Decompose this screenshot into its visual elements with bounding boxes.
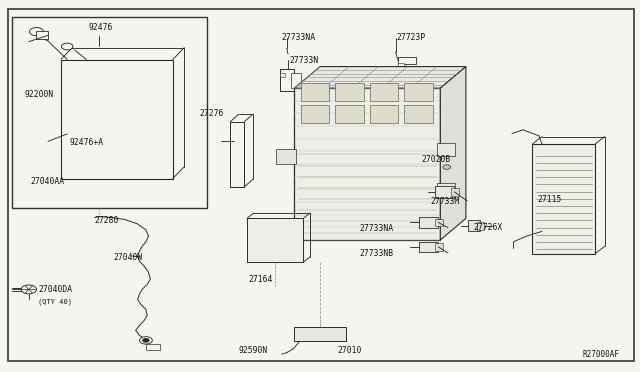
Bar — [247, 218, 303, 262]
Circle shape — [443, 165, 451, 169]
Bar — [435, 243, 443, 251]
Text: 27010: 27010 — [338, 346, 362, 355]
Bar — [291, 73, 301, 88]
Bar — [370, 83, 398, 101]
Circle shape — [21, 285, 36, 294]
Text: 27115: 27115 — [538, 195, 562, 203]
Text: 27276: 27276 — [200, 109, 224, 118]
Bar — [230, 122, 244, 187]
Text: 27733NB: 27733NB — [360, 249, 394, 258]
Bar — [532, 144, 595, 254]
Polygon shape — [440, 67, 466, 240]
Text: 27733M: 27733M — [430, 197, 460, 206]
Bar — [61, 60, 173, 179]
Circle shape — [140, 337, 152, 344]
Bar — [398, 57, 416, 64]
Text: 27733NA: 27733NA — [360, 224, 394, 233]
Circle shape — [143, 339, 149, 342]
Bar — [335, 83, 364, 101]
Text: 27733NA: 27733NA — [282, 33, 316, 42]
Bar — [280, 73, 285, 77]
Bar — [280, 69, 294, 91]
Polygon shape — [294, 67, 466, 88]
Text: 27733N: 27733N — [289, 56, 319, 65]
Bar — [294, 327, 346, 341]
Bar — [415, 129, 426, 134]
Text: 92590N: 92590N — [238, 346, 268, 355]
Text: 27040DA: 27040DA — [38, 285, 72, 294]
Text: (QTY 40): (QTY 40) — [38, 299, 72, 305]
Text: 27020B: 27020B — [421, 155, 451, 164]
Bar — [276, 149, 296, 164]
Bar — [294, 88, 440, 240]
Bar — [335, 105, 364, 123]
Circle shape — [29, 28, 44, 36]
Text: 27040AA: 27040AA — [31, 177, 65, 186]
Text: 92476+A: 92476+A — [69, 138, 103, 147]
Bar — [370, 105, 398, 123]
Bar — [477, 222, 484, 230]
Text: R27000AF: R27000AF — [582, 350, 620, 359]
Text: 27723P: 27723P — [397, 33, 426, 42]
Text: 27726X: 27726X — [474, 223, 503, 232]
Bar — [437, 183, 455, 195]
Bar — [301, 105, 329, 123]
Text: 92476: 92476 — [89, 23, 113, 32]
Text: 92200N: 92200N — [24, 90, 54, 99]
Bar — [146, 344, 160, 350]
Bar — [404, 83, 433, 101]
Bar — [12, 17, 207, 208]
Bar — [36, 31, 48, 39]
Bar — [437, 144, 455, 157]
Bar — [435, 219, 443, 226]
Bar — [301, 83, 329, 101]
Bar — [398, 63, 404, 66]
Text: 27164: 27164 — [248, 275, 273, 284]
Bar — [419, 217, 438, 228]
Bar — [419, 242, 438, 252]
Bar — [435, 186, 454, 198]
Bar — [451, 188, 459, 196]
Bar — [468, 220, 480, 231]
Bar — [404, 105, 433, 123]
Text: 27280: 27280 — [95, 216, 119, 225]
Text: 27040W: 27040W — [114, 253, 143, 262]
Circle shape — [61, 43, 73, 50]
